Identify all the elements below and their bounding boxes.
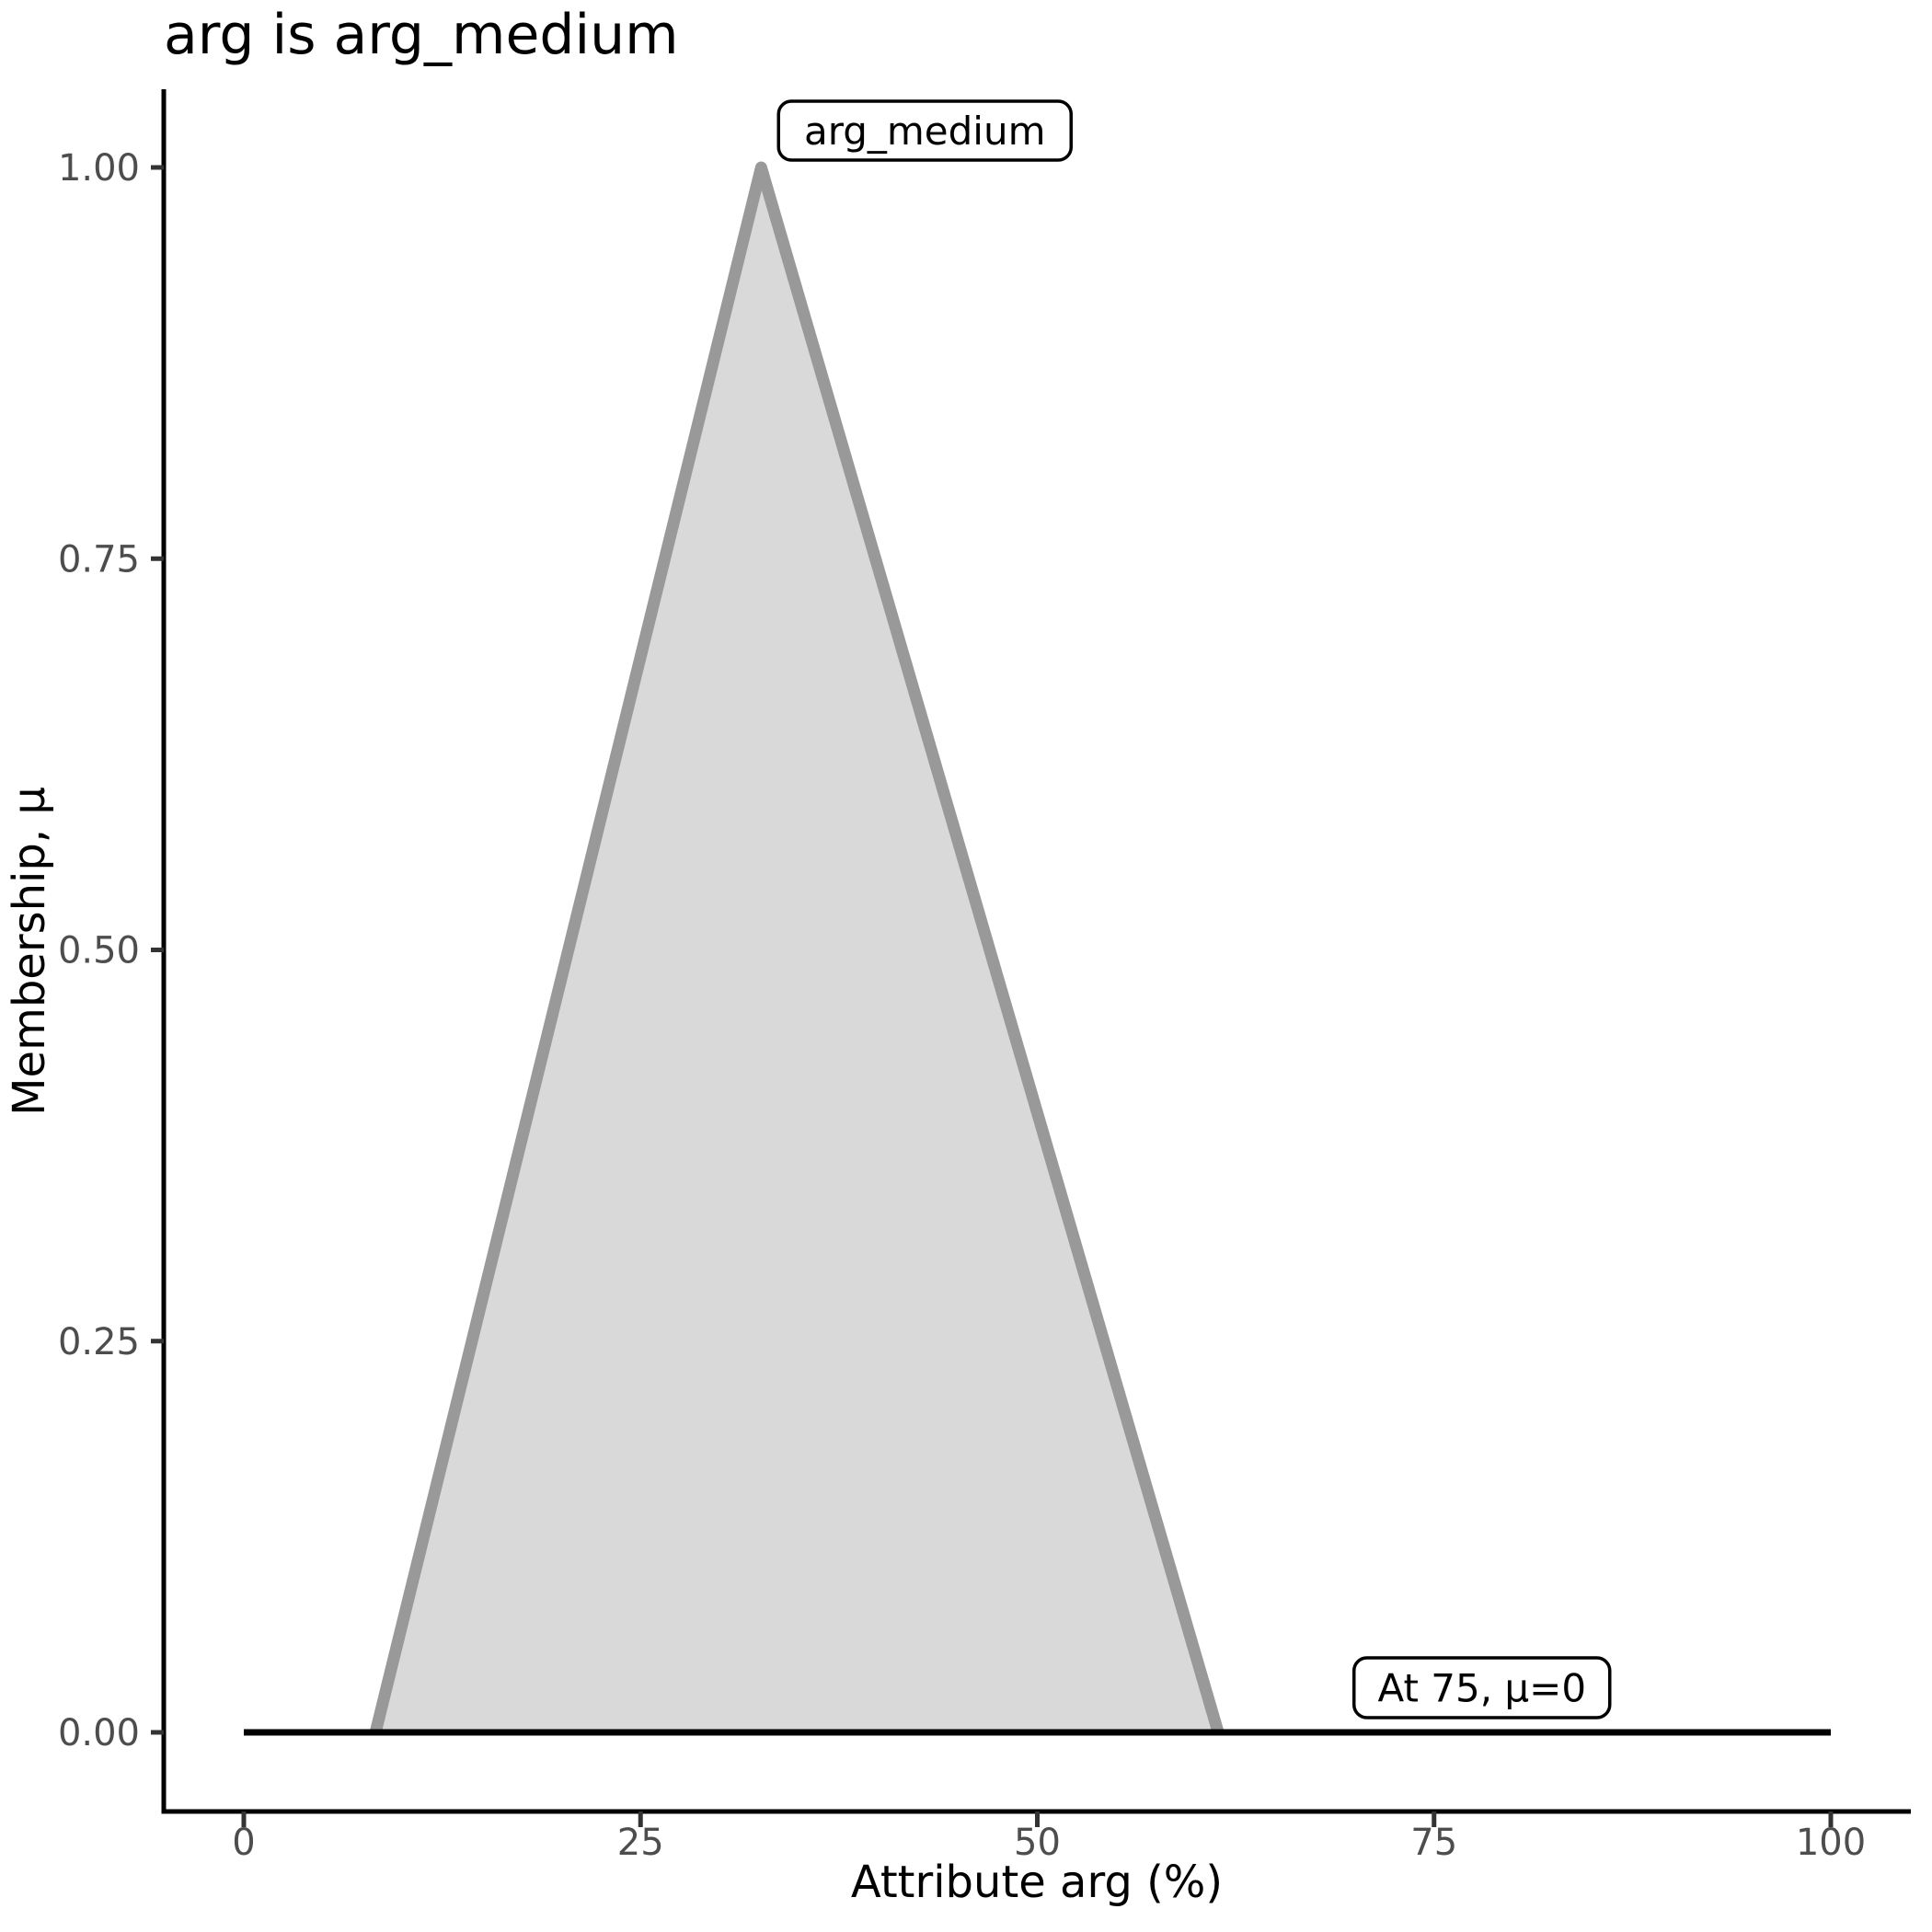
y-tick-label: 1.00 [58,147,140,190]
y-tick-label: 0.25 [58,1321,140,1363]
y-axis-ticks: 1.00 0.75 0.50 0.25 0.00 [58,147,164,1754]
membership-area-outline [369,161,1225,1734]
annotation-box-0 [776,99,1073,162]
x-axis-title: Attribute arg (%) [851,1857,1223,1908]
y-tick-label: 0.00 [58,1712,140,1754]
y-axis-title: Membership, μ [4,787,55,1116]
x-axis-ticks: 0 25 50 75 100 [232,1811,1866,1864]
x-tick-label: 75 [1410,1822,1457,1864]
annotation-box-1 [1352,1656,1612,1719]
x-tick-label: 50 [1014,1822,1061,1864]
x-tick-label: 100 [1796,1822,1866,1864]
chart-title: arg is arg_medium [164,3,679,67]
y-tick-label: 0.75 [58,538,140,581]
x-tick-label: 25 [617,1822,664,1864]
axes-layer: 0 25 50 75 100 1.00 0.75 0.50 0.25 0.00 [58,89,1911,1864]
membership-area-fill [375,167,1219,1732]
series-layer [244,161,1831,1736]
y-tick-label: 0.50 [58,930,140,972]
annotation-label-0: arg_medium [804,109,1046,154]
annotation-label-1: At 75, μ=0 [1377,1666,1586,1711]
x-tick-label: 0 [232,1822,255,1864]
annotations-layer: arg_medium At 75, μ=0 [776,99,1612,1719]
